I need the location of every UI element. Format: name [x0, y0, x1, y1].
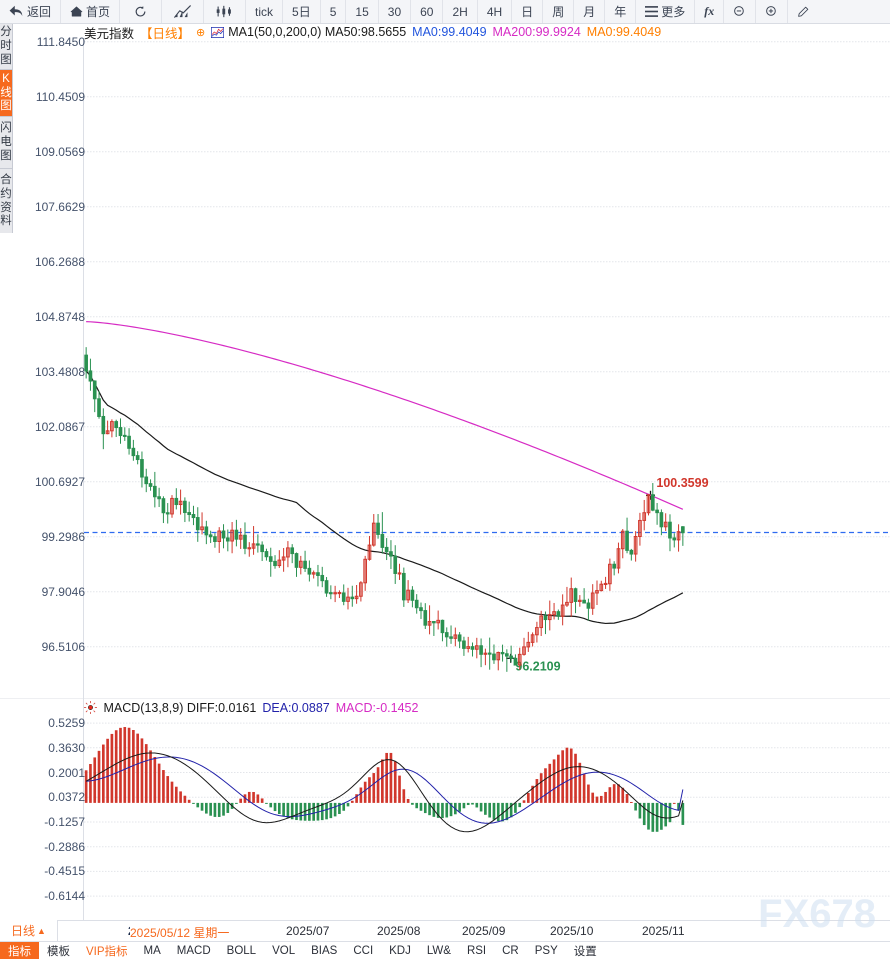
svg-text:96.2109: 96.2109: [515, 660, 560, 674]
svg-text:100.3599: 100.3599: [656, 476, 708, 490]
